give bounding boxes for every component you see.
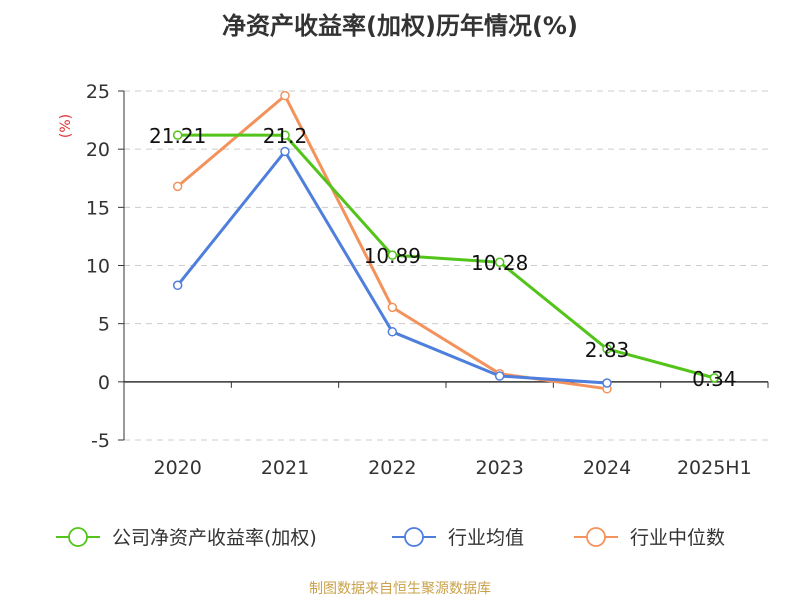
source-footer: 制图数据来自恒生聚源数据库 — [309, 581, 491, 597]
data-point — [387, 250, 398, 260]
x-tick-label: 2020 — [153, 457, 201, 479]
data-point — [387, 302, 398, 313]
y-tick-label: 0 — [98, 372, 110, 394]
chart-title: 净资产收益率(加权)历年情况(%) — [222, 12, 578, 40]
legend-marker — [586, 527, 606, 547]
gridlines — [124, 90, 768, 441]
legend-label: 公司净资产收益率(加权) — [112, 527, 317, 549]
x-tick-label: 2022 — [368, 457, 416, 479]
x-tick-label: 2024 — [583, 457, 631, 479]
legend-label: 行业中位数 — [630, 527, 725, 549]
data-label: 10.89 — [364, 244, 421, 268]
series-line — [176, 94, 608, 391]
data-labels: 21.21 21.2 10.89 10.28 2.83 0.34 — [149, 124, 737, 391]
data-point — [172, 181, 183, 192]
data-label: 0.34 — [692, 367, 737, 391]
series-lines — [172, 90, 720, 394]
y-tick-label: 5 — [98, 314, 110, 336]
legend-marker — [404, 527, 424, 547]
legend-marker — [68, 527, 88, 547]
data-label: 2.83 — [585, 338, 630, 362]
x-tick-label: 2023 — [475, 457, 523, 479]
data-point — [387, 327, 398, 337]
data-point — [280, 90, 290, 101]
data-point — [172, 280, 183, 291]
legend-label: 行业均值 — [448, 527, 524, 549]
y-tick-label: 25 — [86, 81, 110, 103]
y-tick-label: 15 — [86, 197, 110, 219]
data-point — [494, 371, 505, 381]
x-tick-label: 2021 — [261, 457, 309, 479]
series-line — [177, 133, 715, 380]
data-label: 21.21 — [149, 124, 206, 148]
data-point — [602, 378, 612, 388]
data-point — [172, 130, 183, 140]
data-point — [494, 257, 505, 267]
legend: 公司净资产收益率(加权) 行业均值 行业中位数 — [56, 527, 725, 549]
data-label: 21.2 — [263, 124, 308, 148]
axes: 25 20 15 10 5 0 -5 2020 2021 2022 2023 2024 2025H1 (%… — [58, 81, 769, 479]
data-point — [709, 373, 720, 383]
x-tick-label: 2025H1 — [677, 457, 752, 479]
data-point — [280, 146, 290, 157]
y-tick-label: 20 — [86, 139, 110, 161]
data-point — [280, 130, 290, 140]
data-point — [602, 344, 612, 354]
data-label: 10.28 — [471, 251, 528, 275]
y-tick-label: 10 — [86, 256, 110, 278]
y-tick-label: -5 — [91, 430, 110, 452]
y-axis-label: (%) — [58, 114, 74, 138]
